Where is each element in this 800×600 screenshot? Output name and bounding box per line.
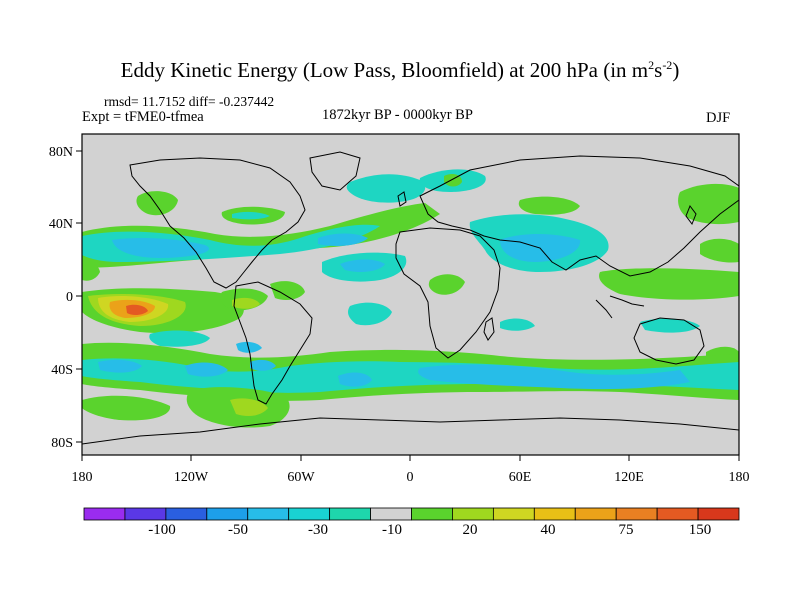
colorbar-swatch xyxy=(124,507,167,521)
contour-lightblue xyxy=(185,362,228,377)
colorbar xyxy=(83,507,740,521)
contour-lightblue xyxy=(340,259,385,272)
colorbar-label: -10 xyxy=(382,522,402,538)
lon-label: 180 xyxy=(72,470,93,485)
contour-green xyxy=(270,281,305,300)
coastline-africa xyxy=(395,227,501,359)
coastline-antarctica xyxy=(82,417,739,445)
contour-lightblue xyxy=(338,372,372,387)
colorbar-label: 20 xyxy=(463,522,478,538)
anomaly-contours xyxy=(82,169,739,428)
contour-lightblue xyxy=(98,359,142,373)
colorbar-swatch xyxy=(656,507,699,521)
lon-label: 180 xyxy=(729,470,750,485)
season-label: DJF xyxy=(706,110,731,126)
lat-label: 40S xyxy=(51,363,73,378)
lon-label: 120E xyxy=(614,470,644,485)
contour-cyan xyxy=(149,330,210,347)
colorbar-swatch xyxy=(574,507,617,521)
lat-label: 80N xyxy=(49,145,73,160)
contour-yellowgreen xyxy=(232,297,260,309)
contour-cyan xyxy=(346,174,426,203)
coastline-eurasia xyxy=(419,155,739,277)
lat-axis-labels: 80N 40N 0 40S 80S xyxy=(49,145,73,451)
colorbar-swatch xyxy=(411,507,453,521)
coastline-south-america xyxy=(233,281,313,405)
coastline-british-isles xyxy=(397,191,407,207)
contour-lightblue xyxy=(250,359,276,371)
contour-green xyxy=(82,395,171,421)
plot-title: Eddy Kinetic Energy (Low Pass, Bloomfiel… xyxy=(120,58,680,82)
contour-green xyxy=(518,196,580,215)
contour-cyan xyxy=(348,302,392,326)
colorbar-swatch xyxy=(697,507,740,521)
contour-lightblue xyxy=(236,341,262,353)
lon-label: 120W xyxy=(174,470,209,485)
lat-label: 40N xyxy=(49,217,73,232)
colorbar-swatch xyxy=(370,507,412,521)
colorbar-swatch xyxy=(206,507,249,521)
experiment-label: Expt = tFME0-tfmea xyxy=(82,109,204,125)
colorbar-label: -30 xyxy=(308,522,328,538)
coastline-australia xyxy=(633,317,705,365)
contour-cyan xyxy=(82,358,739,393)
contour-lightblue xyxy=(318,233,368,246)
colorbar-swatch xyxy=(492,507,535,521)
colorbar-labels: -100 -50 -30 -10 20 40 75 150 xyxy=(148,522,711,538)
lat-label: 80S xyxy=(51,436,73,451)
axis-ticks xyxy=(76,150,740,461)
period-label: 1872kyr BP - 0000kyr BP xyxy=(322,107,473,123)
colorbar-swatch xyxy=(452,507,494,521)
lon-label: 0 xyxy=(407,470,414,485)
colorbar-swatch xyxy=(329,507,371,521)
contour-green xyxy=(678,183,739,225)
contour-lightblue xyxy=(112,237,209,258)
colorbar-swatch xyxy=(533,507,576,521)
coastline-greenland xyxy=(309,151,361,191)
colorbar-label: -50 xyxy=(228,522,248,538)
coastline-indonesia xyxy=(595,295,645,319)
colorbar-label: -100 xyxy=(148,522,176,538)
contour-lightblue xyxy=(418,364,690,390)
colorbar-label: 150 xyxy=(689,522,712,538)
contour-green xyxy=(136,191,178,216)
stats-text: rmsd= 11.7152 diff= -0.237442 xyxy=(104,94,275,109)
colorbar-swatch xyxy=(288,507,331,521)
contour-green xyxy=(700,238,739,263)
colorbar-label: 75 xyxy=(619,522,634,538)
colorbar-swatch xyxy=(247,507,290,521)
contour-cyan xyxy=(640,318,700,333)
coastline-north-america xyxy=(129,157,306,289)
coastlines xyxy=(82,151,739,445)
lon-label: 60W xyxy=(287,470,315,485)
contour-yellowgreen xyxy=(230,398,268,416)
contour-red xyxy=(126,304,148,316)
colorbar-swatch xyxy=(83,507,126,521)
contour-green xyxy=(82,263,100,281)
contour-cyan xyxy=(500,318,535,331)
contour-green xyxy=(599,268,739,300)
lon-label: 60E xyxy=(509,470,532,485)
colorbar-swatch xyxy=(615,507,658,521)
lon-axis-labels: 180 120W 60W 0 60E 120E 180 xyxy=(72,470,750,485)
contour-green xyxy=(428,274,465,295)
contour-cyan xyxy=(232,211,270,220)
colorbar-swatch xyxy=(165,507,208,521)
coastline-japan xyxy=(685,204,697,226)
lat-label: 0 xyxy=(66,290,73,305)
coastline-madagascar xyxy=(483,317,495,341)
colorbar-label: 40 xyxy=(541,522,556,538)
